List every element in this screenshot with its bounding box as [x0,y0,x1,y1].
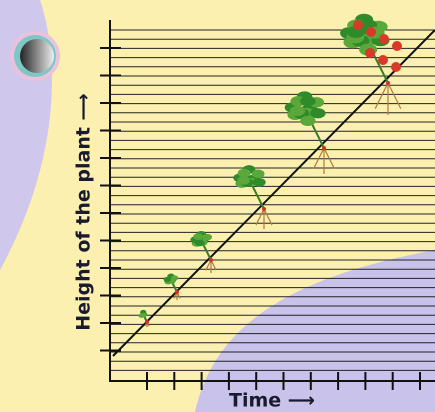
leaf [202,234,212,241]
leaf [195,240,205,247]
leaf [164,277,172,282]
tomato [378,55,388,65]
tomato [379,34,389,44]
leaf [253,178,266,187]
tomato [392,41,402,51]
diagram: Height of the plant ⟶ Time ⟶ [0,0,435,412]
line-dot [175,290,179,294]
leaf [237,176,250,185]
tomato [365,48,375,58]
leaf [300,116,315,126]
tomato [366,27,376,37]
line-dot [262,207,266,211]
line-dot [209,258,213,262]
leaf [171,275,179,280]
y-axis-label: Height of the plant ⟶ [73,93,95,331]
line-dot [386,81,390,85]
tomato [353,20,363,30]
x-axis-label: Time ⟶ [229,390,315,412]
leaf [193,233,203,240]
leaf [300,96,315,106]
leaf [238,169,251,178]
tomato [391,62,401,72]
leaf [141,313,147,317]
moon-icon [10,31,60,81]
leaf [252,170,265,179]
leaf [290,106,305,116]
line-dot [322,146,326,150]
line-dot [145,320,149,324]
